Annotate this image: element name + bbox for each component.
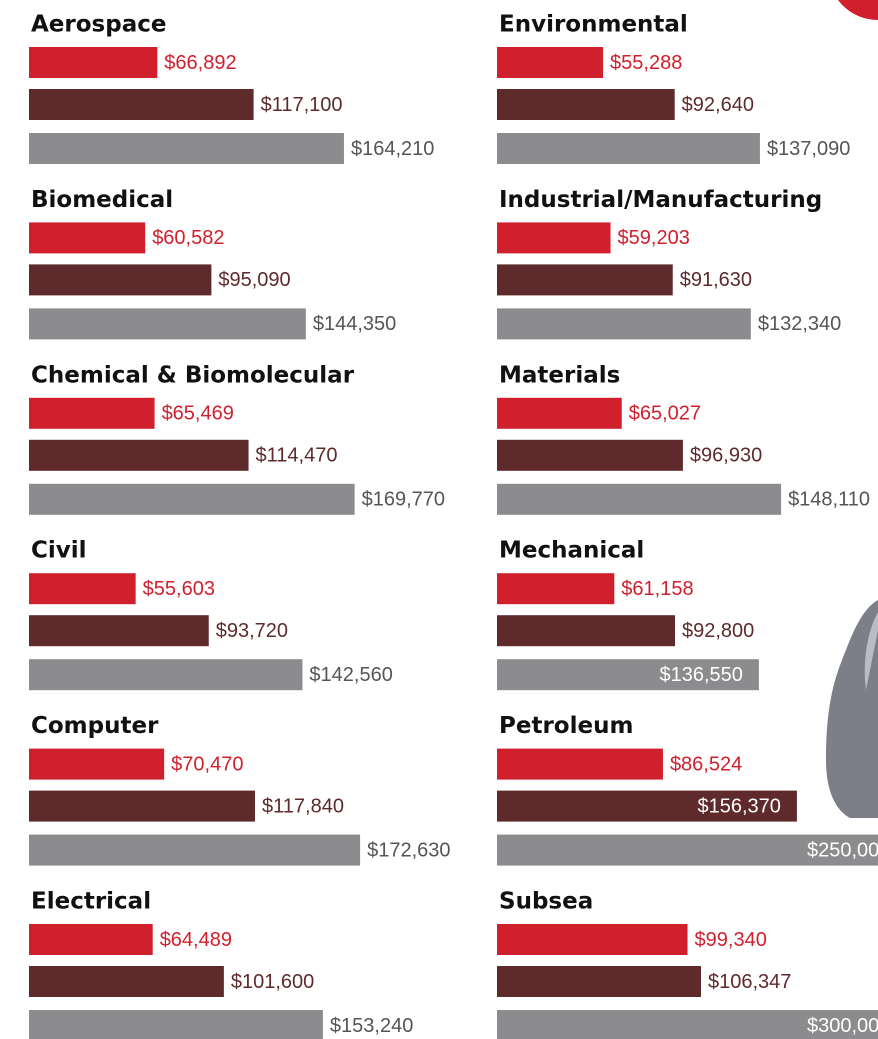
value-label: $65,469: [162, 403, 234, 425]
bar: [497, 398, 622, 429]
value-label: $60,582: [152, 227, 224, 249]
bar: [29, 264, 211, 295]
bar: [29, 440, 249, 471]
value-label: $101,600: [231, 971, 314, 993]
value-label: $55,603: [143, 578, 215, 600]
group-title: Electrical: [31, 889, 151, 915]
bar: [497, 749, 663, 780]
group-title: Chemical & Biomolecular: [31, 362, 355, 388]
bar: [29, 966, 224, 997]
value-label: $132,340: [758, 313, 841, 335]
bar: [29, 398, 155, 429]
value-label: $92,640: [682, 94, 754, 116]
value-label: $66,892: [164, 52, 236, 74]
value-label: $59,203: [618, 227, 690, 249]
group-title: Computer: [31, 713, 159, 739]
value-label: $114,470: [256, 445, 338, 467]
value-label: $169,770: [362, 489, 445, 511]
bar: [29, 308, 306, 339]
bar: [29, 484, 355, 515]
value-label: $55,288: [610, 52, 682, 74]
group-title: Industrial/Manufacturing: [499, 187, 822, 213]
value-label: $172,630: [367, 839, 450, 861]
value-label: $153,240: [330, 1015, 413, 1037]
value-label: $148,110: [788, 489, 870, 511]
value-label: $91,630: [680, 269, 752, 291]
value-label: $95,090: [218, 269, 290, 291]
bar: [497, 47, 603, 78]
bar: [29, 222, 145, 253]
group-title: Materials: [499, 362, 620, 388]
bar: [497, 308, 751, 339]
value-label: $144,350: [313, 313, 396, 335]
value-label: $117,100: [261, 94, 343, 116]
bar: [29, 1010, 323, 1039]
bar: [29, 924, 153, 955]
value-label: $300,000: [807, 1015, 878, 1037]
bar: [497, 966, 701, 997]
bar: [29, 791, 255, 822]
bar: [497, 924, 688, 955]
bar: [497, 264, 673, 295]
value-label: $142,560: [309, 664, 392, 686]
value-label: $250,000: [807, 839, 878, 861]
bar: [29, 835, 360, 866]
corner-decoration: [828, 0, 878, 20]
value-label: $136,550: [659, 664, 742, 686]
group-title: Environmental: [499, 12, 688, 38]
bar: [497, 133, 760, 164]
value-label: $86,524: [670, 753, 742, 775]
bar: [29, 47, 157, 78]
bar: [497, 573, 614, 604]
group-title: Mechanical: [499, 538, 644, 564]
bar: [29, 133, 344, 164]
bar: [497, 615, 675, 646]
group-title: Aerospace: [31, 12, 166, 38]
infographic: Aerospace $66,892 $117,100 $164,210 Biomedic…: [0, 0, 878, 1039]
value-label: $137,090: [767, 138, 850, 160]
value-label: $117,840: [262, 795, 344, 817]
value-label: $106,347: [708, 971, 791, 993]
bar: [497, 89, 675, 120]
value-label: $96,930: [690, 445, 762, 467]
group-title: Biomedical: [31, 187, 173, 213]
group-title: Petroleum: [499, 713, 633, 739]
value-label: $164,210: [351, 138, 434, 160]
page: {"chart_data": [ {"type": "bar", "title"…: [0, 0, 878, 1039]
group-title: Subsea: [499, 889, 593, 915]
bar: [497, 222, 611, 253]
value-label: $70,470: [171, 753, 243, 775]
value-label: $156,370: [697, 795, 780, 817]
group-title: Civil: [31, 538, 87, 564]
value-label: $64,489: [160, 929, 232, 951]
bar: [29, 615, 209, 646]
bar: [29, 89, 254, 120]
value-label: $93,720: [216, 620, 288, 642]
bar: [497, 484, 781, 515]
bar: [497, 440, 683, 471]
bar: [29, 749, 164, 780]
value-label: $61,158: [621, 578, 693, 600]
value-label: $92,800: [682, 620, 754, 642]
bar: [29, 659, 302, 690]
value-label: $99,340: [695, 929, 767, 951]
bar: [29, 573, 136, 604]
value-label: $65,027: [629, 403, 701, 425]
